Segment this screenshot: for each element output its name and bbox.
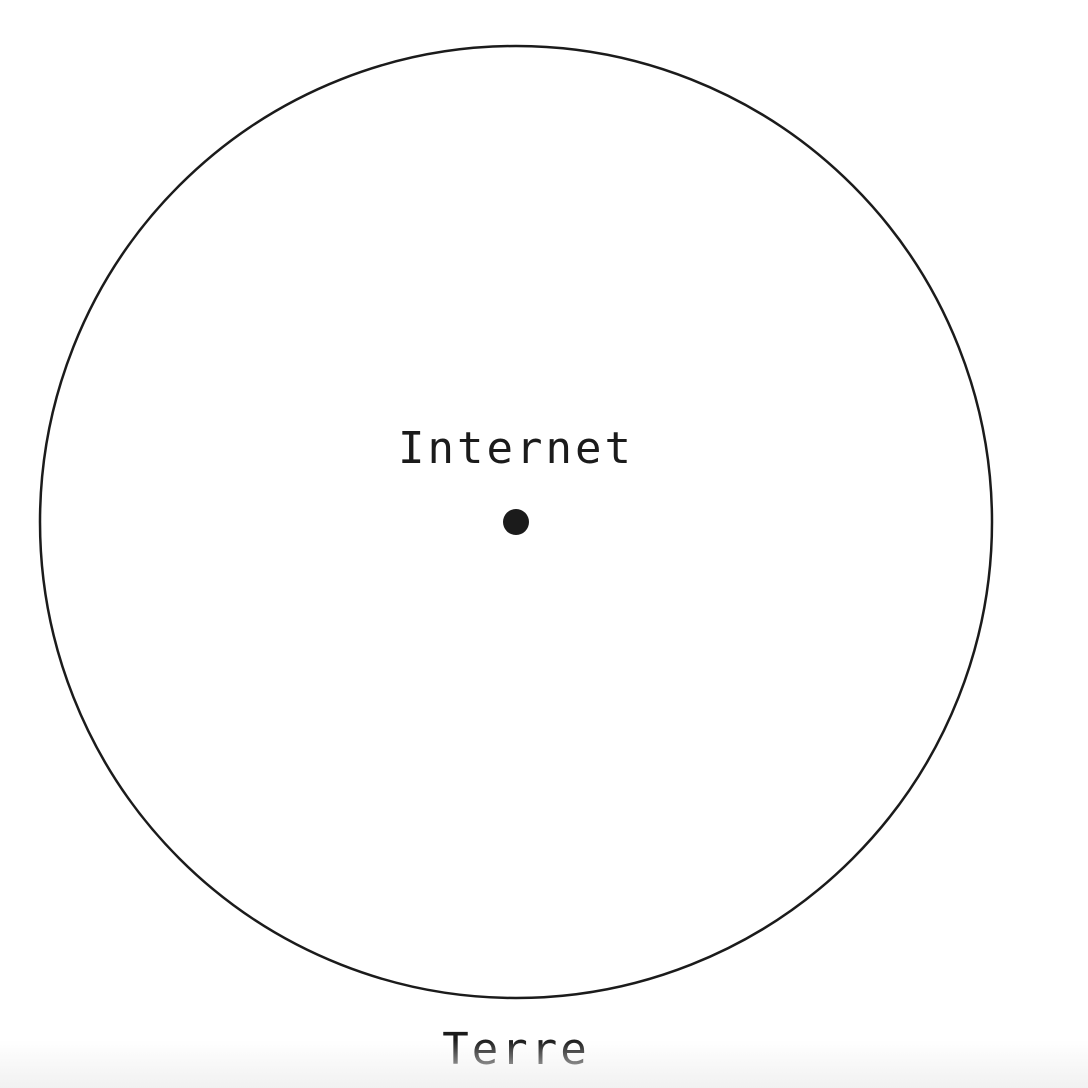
internet-point bbox=[503, 509, 529, 535]
internet-label: Internet bbox=[398, 423, 634, 474]
earth-circle-outline bbox=[38, 44, 994, 1000]
bottom-shade bbox=[0, 1040, 1088, 1088]
